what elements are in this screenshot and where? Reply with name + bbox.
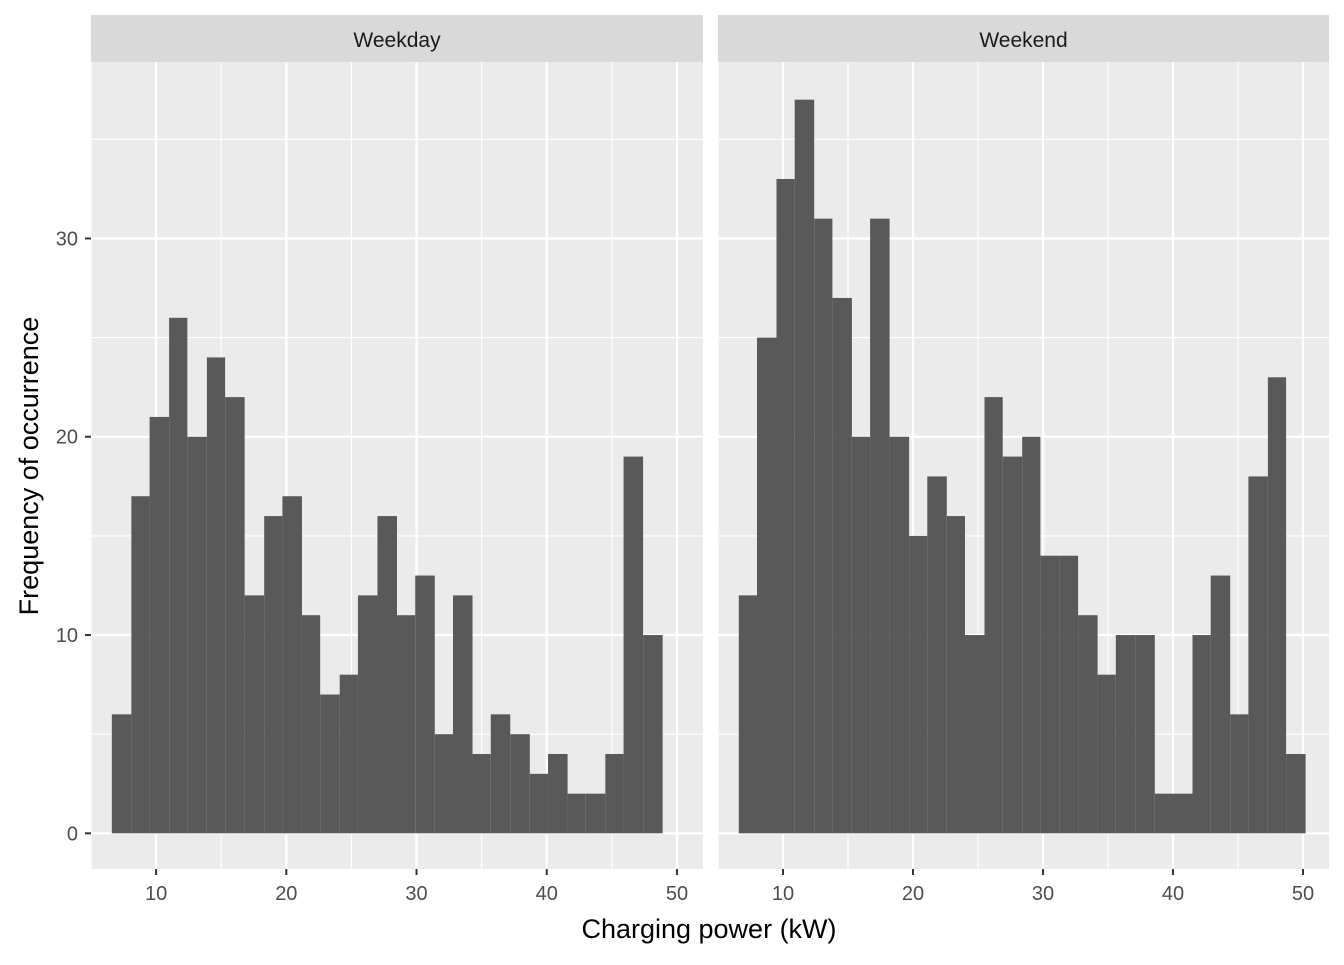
- histogram-bar: [357, 595, 378, 834]
- x-tick-label: 30: [1032, 883, 1054, 905]
- histogram-bar: [757, 337, 777, 834]
- histogram-bar: [434, 734, 453, 834]
- histogram-bar: [225, 397, 245, 834]
- histogram-bar: [851, 436, 871, 834]
- histogram-bar: [377, 516, 397, 834]
- histogram-bar: [169, 317, 188, 834]
- histogram-bar: [187, 436, 207, 834]
- histogram-bar: [111, 714, 132, 834]
- histogram-bar: [339, 674, 358, 834]
- facet-strip-label: Weekday: [353, 29, 441, 52]
- histogram-bar: [927, 476, 947, 834]
- histogram-bar: [282, 496, 302, 834]
- histogram-bar: [1022, 436, 1041, 834]
- histogram-bar: [490, 714, 511, 834]
- histogram-bar: [1173, 793, 1193, 834]
- x-tick-label: 10: [145, 883, 167, 905]
- histogram-bar: [529, 773, 549, 834]
- y-tick-label: 20: [56, 427, 78, 449]
- histogram-bar: [909, 535, 928, 834]
- facet-strip: [91, 15, 703, 62]
- histogram-bar: [415, 575, 435, 834]
- histogram-bar: [1078, 615, 1098, 834]
- histogram-bar: [585, 793, 606, 834]
- histogram-bar: [623, 456, 644, 834]
- histogram-bar: [738, 595, 757, 834]
- histogram-bar: [965, 635, 985, 834]
- histogram-bar: [567, 793, 586, 834]
- histogram-bar: [889, 436, 910, 834]
- histogram-bar: [244, 595, 265, 834]
- histogram-bar: [397, 615, 416, 834]
- histogram-bar: [301, 615, 321, 834]
- histogram-bar: [1267, 377, 1287, 834]
- histogram-bar: [1040, 555, 1060, 834]
- x-tick-label: 30: [405, 883, 427, 905]
- x-axis-title: Charging power (kW): [581, 914, 836, 944]
- x-tick-label: 50: [1292, 883, 1314, 905]
- histogram-bar: [984, 397, 1003, 834]
- histogram-bar: [131, 496, 150, 834]
- y-tick-label: 30: [56, 228, 78, 250]
- histogram-bar: [264, 516, 283, 834]
- histogram-bar: [320, 694, 340, 834]
- x-tick-label: 20: [275, 883, 297, 905]
- histogram-bar: [794, 99, 815, 834]
- y-tick-label: 10: [56, 625, 78, 647]
- facet-panel-weekend: Weekend 10 20 30 40 50: [717, 15, 1329, 905]
- histogram-bar: [643, 635, 663, 834]
- facet-strip-label: Weekend: [979, 29, 1067, 52]
- x-tick-label: 50: [666, 883, 688, 905]
- x-tick-label: 40: [536, 883, 558, 905]
- facet-panel-weekday: Weekday 10 20 30 40 50 0 10 20 30: [56, 15, 703, 905]
- histogram-bar: [149, 416, 170, 834]
- histogram-bar: [452, 595, 473, 834]
- histogram-bar: [605, 753, 624, 834]
- histogram-bar: [946, 516, 965, 834]
- facet-strip: [718, 15, 1329, 62]
- histogram-bar: [1115, 635, 1136, 834]
- y-tick-label: 0: [67, 823, 78, 845]
- x-tick-label: 10: [772, 883, 794, 905]
- histogram-bar: [1210, 575, 1231, 834]
- histogram-bar: [832, 297, 852, 834]
- histogram-bar: [1286, 753, 1306, 834]
- histogram-bar: [870, 218, 890, 834]
- histogram-bar: [1248, 476, 1268, 834]
- histogram-bar: [548, 753, 568, 834]
- histogram-bar: [1097, 674, 1116, 834]
- histogram-bar: [1154, 793, 1173, 834]
- y-axis-title: Frequency of occurrence: [14, 317, 44, 616]
- histogram-bar: [1135, 635, 1155, 834]
- histogram-bar: [1059, 555, 1079, 834]
- histogram-bar: [1230, 714, 1249, 834]
- histogram-bar: [814, 218, 833, 834]
- x-tick-label: 40: [1162, 883, 1184, 905]
- histogram-bar: [1192, 635, 1211, 834]
- histogram-bar: [206, 357, 226, 834]
- x-tick-label: 20: [902, 883, 924, 905]
- facet-panels: Weekday 10 20 30 40 50 0 10 20 30 Weekend 10 20 30 40 5…: [56, 15, 1329, 905]
- histogram-bar: [510, 734, 530, 834]
- histogram-bar: [776, 178, 795, 834]
- histogram-bar: [1002, 456, 1023, 834]
- histogram-bar: [472, 753, 491, 834]
